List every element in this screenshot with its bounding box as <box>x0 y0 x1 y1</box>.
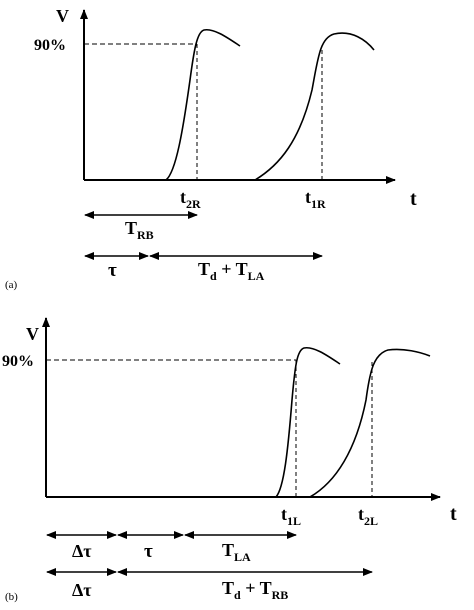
marker-label-t1r: t1R <box>305 187 326 211</box>
y-axis-label-a: V <box>56 6 69 26</box>
level-label-a: 90% <box>34 37 66 54</box>
pulse-curve-b1 <box>275 346 341 498</box>
marker-label-t1l: t1L <box>281 504 301 528</box>
panel-label-a: (a) <box>5 279 18 291</box>
interval-label-dtau-2: Δτ <box>72 580 92 600</box>
x-axis-label-a: t <box>410 188 417 210</box>
marker-label-t2l: t2L <box>358 504 378 528</box>
marker-label-t2r: t2R <box>180 187 201 211</box>
interval-label-tau: τ <box>108 260 117 281</box>
pulse-curve-a2 <box>254 32 375 181</box>
interval-label-dtau-1: Δτ <box>72 541 92 561</box>
pulse-curve-a1 <box>165 28 241 181</box>
x-axis-label-b: t <box>450 503 457 525</box>
interval-label-tau-b: τ <box>144 541 153 562</box>
panel-label-b: (b) <box>5 591 18 603</box>
interval-label-td-tla: Td + TLA <box>198 259 265 283</box>
interval-label-tla: TLA <box>222 540 251 564</box>
panel-a: V t 90% t2R t1R TRB τ Td + TLA (a) <box>5 6 417 291</box>
panel-b: V t 90% t1L t2L Δτ τ TLA Δτ Td + TRB <box>2 317 457 603</box>
pulse-curve-b2 <box>309 348 431 498</box>
interval-label-td-trb: Td + TRB <box>222 578 288 602</box>
y-axis-label-b: V <box>26 324 39 344</box>
level-label-b: 90% <box>2 353 34 370</box>
interval-label-trb: TRB <box>125 218 154 242</box>
